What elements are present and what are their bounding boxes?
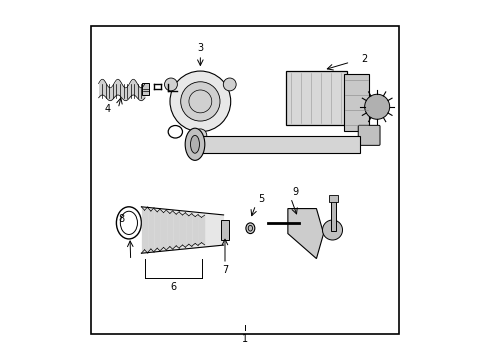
FancyBboxPatch shape (329, 195, 338, 202)
Text: 1: 1 (242, 334, 248, 344)
Ellipse shape (246, 223, 255, 234)
Text: 3: 3 (197, 43, 203, 53)
Circle shape (365, 94, 390, 119)
Circle shape (194, 129, 207, 142)
Text: 9: 9 (292, 187, 298, 197)
Text: 5: 5 (258, 194, 264, 204)
Circle shape (181, 82, 220, 121)
Text: 8: 8 (119, 214, 125, 224)
Text: 4: 4 (104, 104, 111, 113)
FancyBboxPatch shape (191, 135, 360, 153)
FancyBboxPatch shape (221, 220, 229, 240)
Circle shape (170, 71, 231, 132)
FancyBboxPatch shape (143, 83, 149, 95)
FancyBboxPatch shape (286, 71, 347, 125)
FancyBboxPatch shape (331, 199, 337, 231)
Bar (92, 26, 398, 334)
Circle shape (223, 78, 236, 91)
Ellipse shape (248, 225, 252, 231)
FancyBboxPatch shape (344, 73, 369, 131)
Ellipse shape (185, 128, 205, 160)
FancyBboxPatch shape (358, 125, 380, 145)
Text: 6: 6 (171, 282, 176, 292)
Circle shape (322, 220, 343, 240)
Text: 7: 7 (222, 265, 228, 275)
Text: 2: 2 (362, 54, 368, 64)
Ellipse shape (191, 135, 199, 153)
Polygon shape (288, 208, 323, 258)
Circle shape (165, 78, 177, 91)
